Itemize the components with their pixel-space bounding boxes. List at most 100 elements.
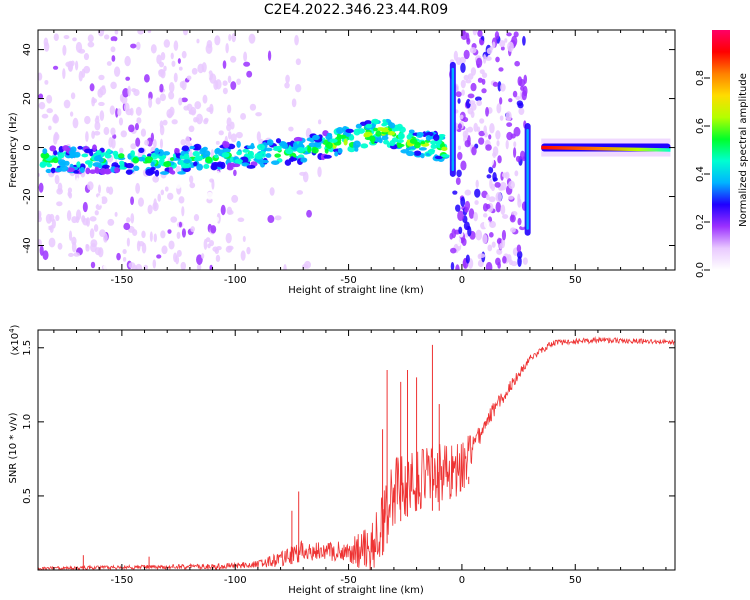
spectrogram-y-tick-label: 20 — [22, 92, 33, 105]
spectrogram-ridge-blob — [270, 160, 280, 165]
spectrogram-ridge-blob — [250, 142, 255, 150]
spectrogram-noise-blob — [72, 37, 77, 42]
spectrogram-noise-blob — [91, 130, 95, 140]
spectrogram-noise-blob — [101, 62, 107, 71]
spectrogram-noise-blob — [159, 83, 164, 93]
spectrogram-noise-blob — [226, 117, 232, 127]
spectrogram-noise-blob — [153, 198, 157, 210]
spectrogram-noise-blob — [57, 242, 63, 250]
spectrogram-noise-blob — [214, 216, 219, 223]
spectrogram-noise-blob — [222, 60, 227, 69]
spectrogram-noise-blob — [121, 95, 128, 104]
spectrogram-ridge-blob — [89, 169, 97, 174]
spectrogram-noise-blob — [136, 117, 142, 124]
spectrogram-noise-blob — [243, 51, 248, 62]
spectrogram-noise-blob — [135, 182, 141, 194]
spectrogram-noise-blob — [103, 264, 107, 270]
spectrogram-ridge-blob — [69, 151, 75, 159]
spectrogram-noise-blob — [499, 40, 506, 48]
spectrogram-noise-blob — [93, 224, 99, 232]
spectrogram-noise-blob — [474, 188, 481, 198]
spectrogram-noise-blob — [90, 261, 96, 269]
spectrogram-ridge-blob — [420, 152, 425, 159]
spectrogram-noise-blob — [135, 41, 141, 51]
spectrogram-noise-blob — [227, 131, 232, 140]
spectrogram-noise-blob — [81, 215, 86, 223]
spectrogram-ridge-blob — [406, 150, 415, 157]
spectrogram-ridge-blob — [104, 153, 112, 159]
spectrogram-ridge-blob — [323, 154, 332, 159]
spectrogram-noise-blob — [75, 177, 80, 188]
spectrogram-ridge-blob — [382, 121, 389, 126]
spectrogram-noise-blob — [181, 97, 188, 103]
spectrogram-noise-blob — [99, 110, 105, 121]
snr-scale-label: (x104) — [8, 324, 21, 355]
spectrogram-noise-blob — [85, 217, 91, 227]
spectrogram-noise-blob — [135, 204, 140, 214]
spectrogram-noise-blob — [295, 58, 301, 66]
spectrogram-ridge-blob — [150, 161, 155, 168]
spectrogram-noise-blob — [499, 97, 503, 105]
spectrogram-noise-blob — [68, 230, 73, 241]
spectrogram-noise-blob — [517, 256, 522, 267]
spectrogram-noise-blob — [159, 93, 166, 102]
spectrogram-y-tick-label: -40 — [22, 237, 33, 253]
spectrogram-noise-blob — [153, 139, 157, 149]
spectrogram-ridge-blob — [159, 171, 169, 175]
spectrogram-ridge-blob — [170, 170, 176, 175]
spectrogram-ridge-blob — [87, 161, 93, 168]
spectrogram-noise-blob — [175, 243, 181, 251]
spectrogram-noise-blob — [177, 58, 181, 64]
spectrogram-ridge-blob — [373, 127, 378, 132]
spectrogram-ridge-blob — [130, 150, 136, 157]
spectrogram-noise-blob — [496, 140, 500, 147]
spectrogram-noise-blob — [176, 231, 181, 240]
spectrogram-noise-blob — [509, 214, 516, 223]
spectrogram-noise-blob — [459, 114, 464, 120]
spectrogram-ridge-blob — [169, 157, 175, 162]
spectrogram-noise-blob — [68, 252, 74, 258]
spectrogram-noise-blob — [488, 134, 492, 140]
spectrogram-y-tick-label: 0 — [22, 144, 33, 150]
spectrogram-ridge-blob — [49, 145, 57, 152]
spectrogram-noise-blob — [182, 176, 189, 184]
spectrogram-panel: -150 -100 -50 0 50 -40 -20 0 20 40 Height of stra… — [8, 29, 676, 296]
spectrogram-noise-blob — [207, 243, 211, 249]
spectrogram-noise-blob — [163, 39, 171, 48]
spectrogram-noise-blob — [495, 257, 501, 266]
spectrogram-noise-blob — [485, 56, 492, 61]
spectrogram-ridge-blob — [84, 148, 93, 154]
spectrogram-noise-blob — [100, 196, 108, 205]
spectrogram-noise-blob — [95, 115, 100, 120]
spectrogram-noise-blob — [474, 96, 482, 102]
spectrogram-noise-blob — [500, 204, 506, 215]
snr-x-tick-label: -100 — [224, 575, 247, 586]
spectrogram-noise-blob — [460, 160, 467, 171]
spectrogram-noise-blob — [506, 122, 513, 127]
spectrogram-noise-blob — [129, 107, 134, 116]
spectrogram-noise-blob — [176, 249, 182, 257]
spectrogram-noise-blob — [168, 91, 175, 100]
spectrogram-noise-blob — [285, 74, 290, 84]
spectrogram-ridge-blob — [409, 138, 418, 144]
spectrogram-noise-blob — [222, 87, 228, 95]
spectrogram-noise-blob — [202, 130, 207, 136]
spectrogram-noise-blob — [178, 66, 183, 71]
spectrogram-ridge-blob — [42, 148, 48, 155]
spectrogram-y-tick-label: 40 — [22, 43, 33, 56]
spectrogram-ridge-blob — [214, 154, 219, 159]
spectrogram-noise-blob — [508, 98, 513, 103]
spectrogram-ridge-blob — [144, 156, 154, 164]
spectrogram-ridge-blob — [125, 169, 133, 175]
spectrogram-noise-blob — [243, 61, 251, 67]
spectrogram-noise-blob — [98, 74, 105, 81]
spectrogram-ridge-blob — [248, 150, 255, 158]
spectrogram-ridge-blob — [266, 139, 274, 146]
spectrogram-noise-blob — [483, 219, 491, 229]
spectrogram-noise-blob — [155, 97, 161, 105]
spectrogram-ridge-blob — [45, 168, 52, 174]
spectrogram-noise-blob — [170, 216, 178, 223]
spectrogram-noise-blob — [283, 263, 287, 270]
spectrogram-noise-blob — [317, 119, 322, 125]
